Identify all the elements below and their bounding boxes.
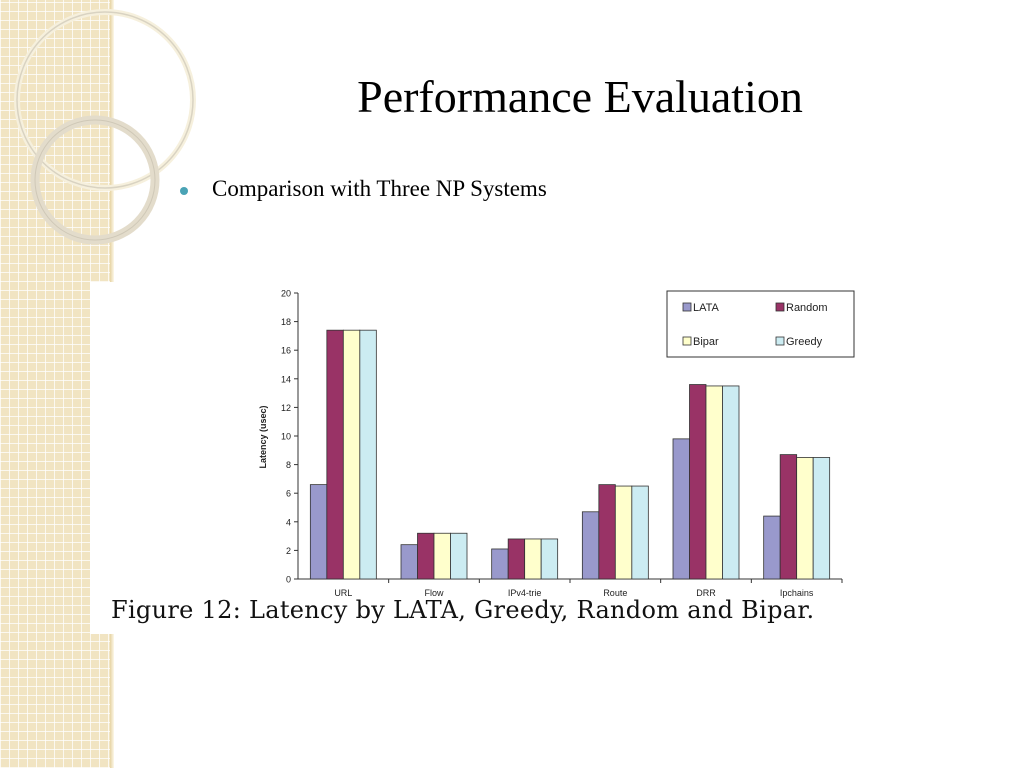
bullet-dot-icon xyxy=(180,187,188,195)
bar-random-drr xyxy=(689,384,707,580)
decorative-ring-large xyxy=(14,9,196,191)
y-axis-label: Latency (usec) xyxy=(258,405,268,468)
legend-swatch-greedy xyxy=(775,336,785,346)
latency-bar-chart: 0 2 4 6 8 10 12 14 16 18 20 URL Flow IPv4-trie Route DR… xyxy=(258,289,855,598)
legend-box xyxy=(666,290,855,358)
bar-greedy-ipchains xyxy=(812,457,831,580)
bar-lata-flow xyxy=(400,544,418,580)
y-tick-label: 10 xyxy=(281,432,291,442)
bar-greedy-ipv4-trie xyxy=(540,538,559,580)
figure-panel: 0 2 4 6 8 10 12 14 16 18 20 URL Flow IPv4-trie Route DR… xyxy=(90,282,1024,634)
y-tick-label: 20 xyxy=(281,289,291,299)
y-tick-label: 2 xyxy=(286,546,291,556)
x-tick-label: Flow xyxy=(424,588,444,598)
bar-random-route xyxy=(598,484,616,580)
legend-label-greedy: Greedy xyxy=(786,336,823,348)
bar-bipar-url xyxy=(342,329,361,580)
y-tick-label: 0 xyxy=(286,575,291,585)
x-tick-label: DRR xyxy=(696,588,716,598)
bar-random-ipv4-trie xyxy=(507,538,526,580)
bar-greedy-flow xyxy=(450,532,468,580)
y-tick-label: 18 xyxy=(281,317,291,327)
y-tick-label: 16 xyxy=(281,346,291,356)
bar-lata-ipchains xyxy=(763,515,781,580)
x-tick-label: URL xyxy=(334,588,352,598)
bar-random-flow xyxy=(417,532,435,580)
bar-lata-route xyxy=(581,511,600,580)
decorative-rings xyxy=(14,9,196,245)
decorative-ring-large-outline xyxy=(16,11,194,189)
bar-greedy-drr xyxy=(722,385,740,580)
bar-bipar-ipchains xyxy=(796,457,814,580)
y-tick-label: 6 xyxy=(286,489,291,499)
legend-swatch-random xyxy=(775,302,785,312)
bar-bipar-drr xyxy=(705,385,723,580)
bar-bipar-ipv4-trie xyxy=(524,538,542,580)
bar-bipar-route xyxy=(614,485,633,580)
legend-label-random: Random xyxy=(786,302,828,314)
legend-label-bipar: Bipar xyxy=(693,336,719,348)
legend-swatch-lata xyxy=(682,302,692,312)
x-tick-label: Route xyxy=(603,588,627,598)
chart-legend: LATA Random Bipar Greedy xyxy=(666,290,855,358)
y-tick-label: 14 xyxy=(281,374,291,384)
bar-bipar-flow xyxy=(433,532,451,580)
bar-greedy-url xyxy=(359,329,377,580)
plot-area: 0 2 4 6 8 10 12 14 16 18 20 URL Flow IPv4-trie Route DR… xyxy=(281,289,843,598)
bar-random-url xyxy=(326,329,344,580)
y-tick-label: 4 xyxy=(286,517,291,527)
decorative-ring-small-outline xyxy=(34,119,156,241)
bar-lata-drr xyxy=(672,438,690,580)
slide-title: Performance Evaluation xyxy=(357,71,803,122)
legend-swatch-bipar xyxy=(682,336,692,346)
bar-random-ipchains xyxy=(779,454,798,580)
y-tick-label: 8 xyxy=(286,460,291,470)
x-tick-label: Ipchains xyxy=(780,588,814,598)
figure-caption: Figure 12: Latency by LATA, Greedy, Rand… xyxy=(111,596,815,624)
bar-lata-url xyxy=(309,484,328,580)
bar-greedy-route xyxy=(631,485,649,580)
legend-label-lata: LATA xyxy=(693,302,720,314)
x-tick-label: IPv4-trie xyxy=(508,588,542,598)
bar-lata-ipv4-trie xyxy=(491,548,509,580)
y-tick-label: 12 xyxy=(281,403,291,413)
bullet-text: Comparison with Three NP Systems xyxy=(212,176,547,201)
